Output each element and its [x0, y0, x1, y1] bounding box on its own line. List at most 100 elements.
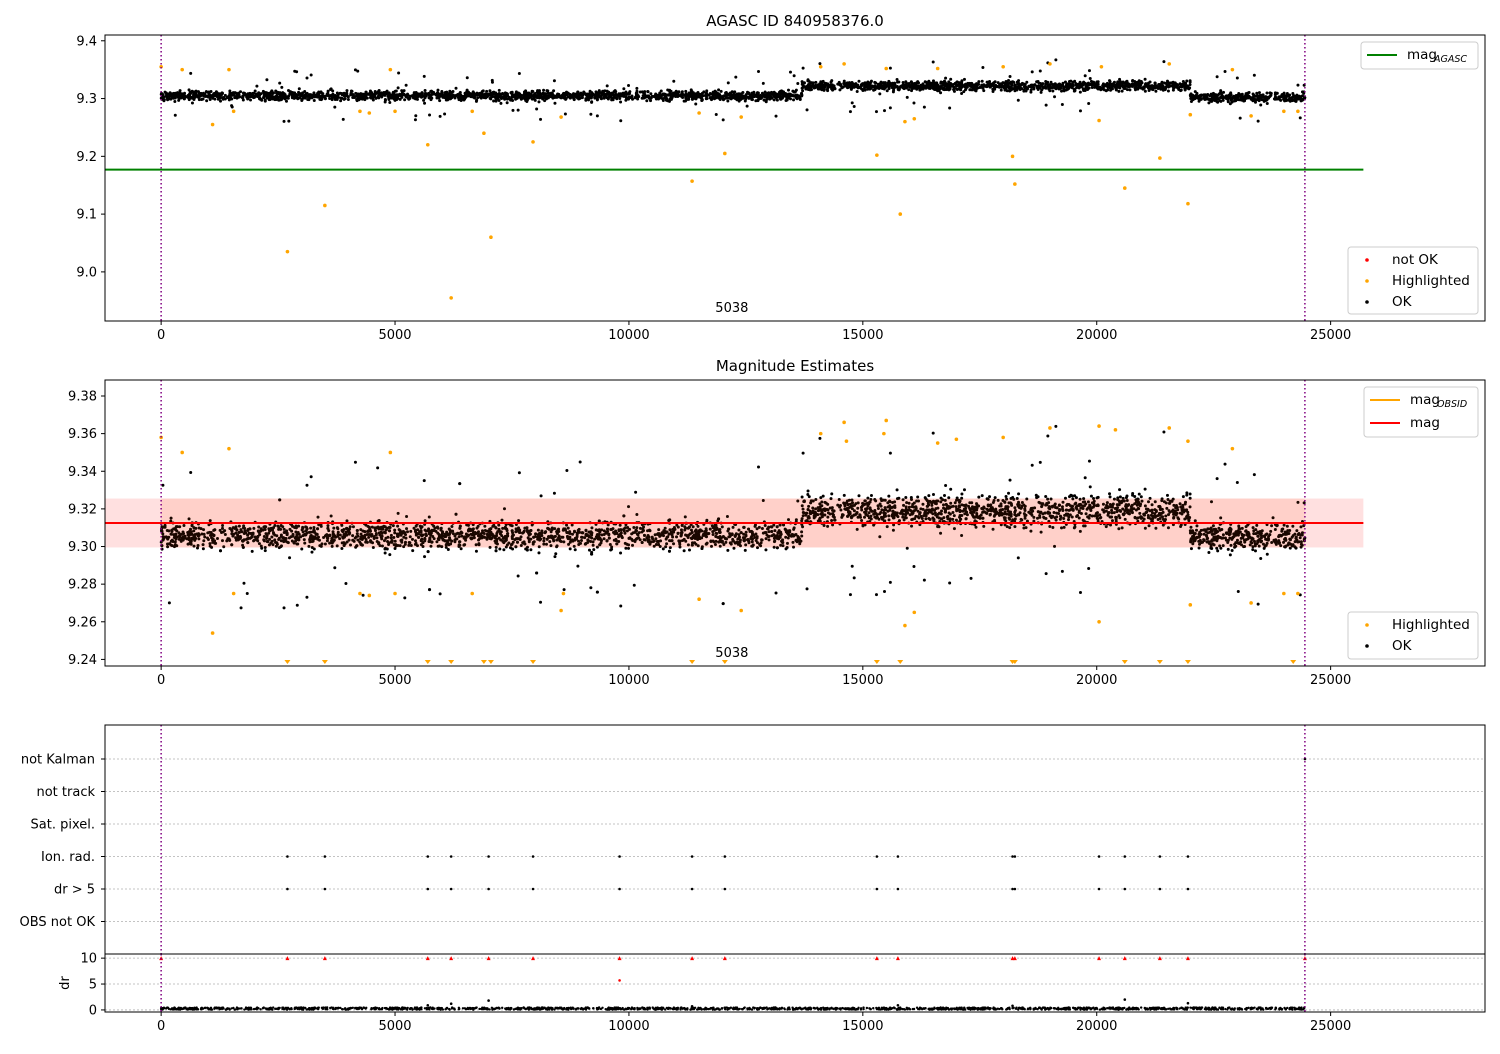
- highlighted-point: [1100, 65, 1104, 69]
- ok-point: [1010, 82, 1013, 85]
- ok-point: [423, 555, 426, 558]
- ok-point: [717, 88, 720, 91]
- ok-point: [256, 95, 259, 98]
- ok-point: [1234, 99, 1237, 102]
- ok-point: [517, 109, 520, 112]
- ok-point: [535, 108, 538, 111]
- ok-point: [178, 96, 181, 99]
- agasc-panel-title: AGASC ID 840958376.0: [706, 12, 884, 30]
- ok-point: [347, 98, 350, 101]
- ok-point: [820, 83, 823, 86]
- ok-point: [896, 78, 899, 81]
- ok-point: [258, 97, 261, 100]
- ok-point: [1239, 98, 1242, 101]
- ok-point: [1010, 88, 1013, 91]
- ok-point: [331, 89, 334, 92]
- ok-point: [614, 90, 617, 93]
- ok-point: [687, 94, 690, 97]
- highlighted-point: [1188, 113, 1192, 117]
- ok-point: [1059, 86, 1062, 89]
- ok-point: [684, 90, 687, 93]
- ok-point: [242, 582, 245, 585]
- ok-point: [810, 81, 813, 84]
- ok-point: [1296, 84, 1299, 87]
- ok-point: [436, 91, 439, 94]
- legend-subscript: AGASC: [1433, 54, 1467, 65]
- ok-point: [1232, 96, 1235, 99]
- ok-point: [761, 96, 764, 99]
- ok-point: [641, 97, 644, 100]
- ok-point: [944, 77, 947, 80]
- ok-point: [372, 98, 375, 101]
- ok-point: [584, 97, 587, 100]
- ok-point: [581, 95, 584, 98]
- ok-point: [806, 79, 809, 82]
- ok-point: [553, 492, 556, 495]
- ok-point: [327, 94, 330, 97]
- ok-point: [173, 100, 176, 103]
- ok-point: [295, 70, 298, 73]
- highlighted-point: [1001, 65, 1005, 69]
- ok-point: [504, 91, 507, 94]
- ok-point: [300, 547, 303, 550]
- ok-point: [414, 97, 417, 100]
- ok-point: [1154, 82, 1157, 85]
- ok-point: [553, 102, 556, 105]
- ok-point: [1254, 99, 1257, 102]
- ok-point: [473, 95, 476, 98]
- ok-point: [969, 88, 972, 91]
- highlighted-point: [1249, 114, 1253, 118]
- ok-point: [610, 98, 613, 101]
- highlighted-point: [819, 65, 823, 69]
- ok-point: [469, 95, 472, 98]
- ok-point: [1079, 109, 1082, 112]
- ok-point: [1137, 82, 1140, 85]
- ok-point: [194, 92, 197, 95]
- ok-point: [196, 94, 199, 97]
- ok-point: [174, 94, 177, 97]
- ok-point: [1229, 91, 1232, 94]
- ok-point: [660, 90, 663, 93]
- ok-point: [974, 87, 977, 90]
- ok-point: [826, 88, 829, 91]
- ok-point: [756, 99, 759, 102]
- highlighted-point: [697, 111, 701, 115]
- ok-point: [818, 87, 821, 90]
- x-tick-label: 15000: [842, 328, 883, 343]
- ok-point: [537, 551, 540, 554]
- ok-point: [189, 72, 192, 75]
- ok-point: [662, 99, 665, 102]
- ok-point: [668, 94, 671, 97]
- ok-point: [976, 84, 979, 87]
- ok-point: [489, 92, 492, 95]
- ok-point: [351, 96, 354, 99]
- ok-point: [965, 83, 968, 86]
- ok-point: [878, 92, 881, 95]
- ok-point: [569, 547, 572, 550]
- ok-point: [984, 85, 987, 88]
- ok-point: [744, 549, 747, 552]
- ok-point: [345, 92, 348, 95]
- ok-point: [1256, 98, 1259, 101]
- ok-point: [481, 93, 484, 96]
- ok-point: [683, 100, 686, 103]
- ok-point: [573, 98, 576, 101]
- ok-point: [1264, 97, 1267, 100]
- highlighted-point: [1296, 109, 1300, 113]
- ok-point: [395, 89, 398, 92]
- ok-point: [959, 81, 962, 84]
- ok-point: [414, 114, 417, 117]
- ok-point: [283, 606, 286, 609]
- ok-point: [1179, 89, 1182, 92]
- ok-point: [498, 89, 501, 92]
- ok-point: [266, 96, 269, 99]
- ok-point: [1214, 94, 1217, 97]
- ok-point: [336, 91, 339, 94]
- ok-point: [912, 83, 915, 86]
- ok-point: [892, 85, 895, 88]
- ok-point: [168, 601, 171, 604]
- ok-point: [362, 594, 365, 597]
- ok-point: [839, 84, 842, 87]
- ok-point: [495, 96, 498, 99]
